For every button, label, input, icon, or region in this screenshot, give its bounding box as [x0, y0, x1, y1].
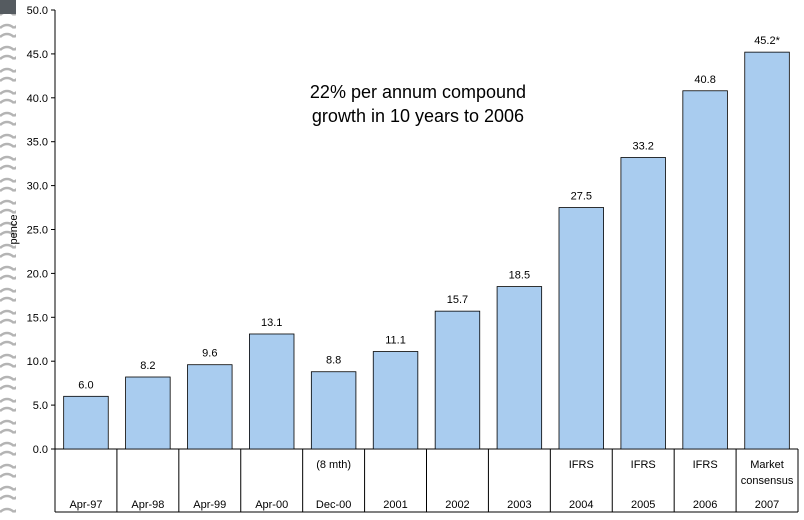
bar: [620, 157, 666, 450]
annotation-line-1: 22% per annum compound: [309, 82, 527, 102]
y-tick-label: 10.0: [27, 356, 48, 368]
x-category-note: IFRS: [631, 459, 656, 471]
bar-value-label: 40.8: [694, 74, 715, 86]
x-category-label: 2005: [631, 499, 655, 511]
decorative-background-strip: [0, 0, 16, 515]
annotation-line-2: growth in 10 years to 2006: [311, 106, 525, 126]
x-category-label: 2007: [755, 499, 779, 511]
bar-value-label: 27.5: [571, 191, 592, 203]
bar-value-label: 13.1: [261, 317, 282, 329]
x-category-note: (8 mth): [316, 459, 351, 471]
bar: [372, 351, 419, 450]
y-tick-label: 15.0: [27, 312, 48, 324]
category-table: Apr-97 Apr-98 Apr-99 Apr-00 Dec-00 (8 mth) 200…: [54, 449, 799, 513]
x-category-label: Apr-97: [69, 499, 102, 511]
chart-annotation: 22% per annum compound growth in 10 year…: [268, 80, 568, 128]
x-category-label: 2001: [383, 499, 407, 511]
bar: [744, 51, 790, 450]
bar: [558, 207, 604, 450]
bar-value-label: 45.2*: [754, 35, 780, 47]
bar-value-label: 18.5: [509, 270, 530, 282]
bar: [249, 333, 295, 450]
bar: [310, 371, 357, 450]
bar-value-label: 33.2: [632, 141, 653, 153]
bar-value-label: 11.1: [385, 335, 406, 347]
x-category-note: Market: [750, 459, 784, 471]
y-tick-label: 5.0: [33, 400, 48, 412]
y-tick-label: 50.0: [27, 5, 48, 17]
x-category-label: 2004: [569, 499, 593, 511]
bar: [63, 395, 109, 450]
y-tick-label: 0.0: [33, 444, 48, 456]
y-axis-title: pence: [8, 215, 20, 245]
y-tick-label: 45.0: [27, 49, 48, 61]
bar: [187, 364, 233, 450]
x-category-label: 2003: [507, 499, 531, 511]
x-category-label: Apr-00: [255, 499, 288, 511]
x-category-label: Apr-98: [131, 499, 164, 511]
y-tick-label: 35.0: [27, 137, 48, 149]
x-category-note: IFRS: [693, 459, 718, 471]
x-category-label: Dec-00: [316, 499, 351, 511]
y-tick-label: 25.0: [27, 225, 48, 237]
bar-value-label: 15.7: [447, 294, 468, 306]
x-category-note: IFRS: [569, 459, 594, 471]
x-category-note: consensus: [741, 475, 794, 487]
x-category-label: 2002: [445, 499, 469, 511]
bar-value-label: 6.0: [78, 379, 93, 391]
bar: [682, 90, 728, 450]
bar: [125, 376, 171, 450]
bar-value-label: 9.6: [202, 348, 217, 360]
y-tick-label: 30.0: [27, 181, 48, 193]
y-tick-label: 40.0: [27, 93, 48, 105]
bars: [63, 51, 790, 450]
value-labels: 6.0 8.2 9.6 13.1 8.8 11.1 15.7 18.5 27.5 33.2 40.8…: [78, 35, 780, 391]
x-category-label: 2006: [693, 499, 717, 511]
bar: [434, 310, 481, 450]
bar-value-label: 8.8: [326, 355, 341, 367]
y-tick-label: 20.0: [27, 268, 48, 280]
bar-value-label: 8.2: [140, 360, 155, 372]
x-category-label: Apr-99: [193, 499, 226, 511]
bar: [496, 286, 543, 450]
